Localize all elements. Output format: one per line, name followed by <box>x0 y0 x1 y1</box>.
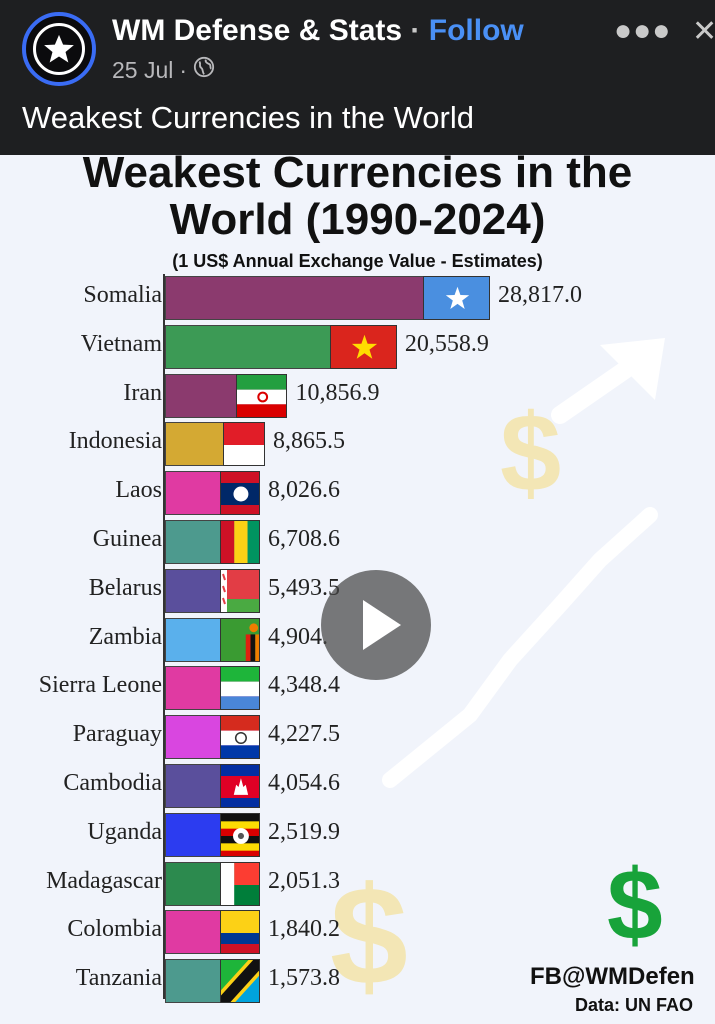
flag-colombia-icon <box>220 910 260 955</box>
page-avatar[interactable] <box>22 12 96 86</box>
value-label: 2,051.3 <box>268 867 340 894</box>
play-button[interactable] <box>321 570 431 680</box>
category-label: Cambodia <box>63 770 162 796</box>
category-label: Belarus <box>88 574 162 601</box>
category-label: Colombia <box>67 916 162 943</box>
value-label: 1,840.2 <box>268 916 340 943</box>
value-label: 1,573.8 <box>268 965 340 992</box>
page-name-link[interactable]: WM Defense & Stats <box>112 14 403 47</box>
flag-paraguay-icon <box>220 715 260 760</box>
flag-uganda-icon <box>220 812 260 857</box>
y-axis-line <box>163 274 165 999</box>
flag-belarus-icon <box>220 568 260 613</box>
chart-title: Weakest Currencies in the World (1990-20… <box>0 155 715 243</box>
post-header: WM Defense & Stats · Follow 25 Jul · ●●●… <box>0 0 715 155</box>
globe-icon <box>193 56 215 84</box>
flag-tanzania-icon <box>220 959 260 1004</box>
value-label: 4,054.6 <box>268 770 340 796</box>
value-label: 4,904. <box>268 623 328 650</box>
flag-guinea-icon <box>220 520 260 564</box>
value-label: 8,865.5 <box>272 428 345 455</box>
chart-subtitle: (1 US$ Annual Exchange Value - Estimates… <box>172 251 543 271</box>
dollar-icon: $ <box>607 849 663 961</box>
category-label: Tanzania <box>75 965 162 992</box>
flag-madagascar-icon <box>220 861 260 906</box>
flag-zambia-icon <box>220 617 260 662</box>
flag-cambodia-icon <box>220 764 260 808</box>
flag-vietnam-icon <box>329 324 397 369</box>
watermark: FB@WMDefen <box>530 963 695 990</box>
close-icon[interactable]: ✕ <box>692 15 715 48</box>
category-label: Iran <box>123 379 162 406</box>
category-label: Zambia <box>88 623 162 650</box>
flag-somalia-icon <box>423 276 490 320</box>
category-label: Vietnam <box>80 330 162 357</box>
category-label: Laos <box>115 477 162 504</box>
flag-indonesia-icon <box>222 422 265 467</box>
flag-sierra-leone-icon <box>220 666 260 711</box>
category-label: Indonesia <box>68 428 162 455</box>
more-options-icon[interactable]: ●●● <box>614 14 672 47</box>
post-caption: Weakest Currencies in the World <box>22 100 474 135</box>
post-date[interactable]: 25 Jul <box>112 56 174 83</box>
category-label: Somalia <box>83 282 162 308</box>
star-icon <box>33 23 85 75</box>
follow-button[interactable]: Follow <box>428 14 524 47</box>
post-meta: 25 Jul · <box>112 56 215 84</box>
category-label: Madagascar <box>46 867 162 894</box>
value-label: 10,856.9 <box>295 379 380 406</box>
value-label: 2,519.9 <box>268 818 340 845</box>
value-label: 6,708.6 <box>268 526 340 552</box>
video-thumbnail[interactable]: $ $ Weakest Currencies in the World (199… <box>0 155 715 1024</box>
flag-iran-icon <box>236 373 288 418</box>
category-label: Paraguay <box>72 721 162 748</box>
value-label: 20,558.9 <box>404 330 489 357</box>
background-graphic <box>382 338 665 788</box>
chart-title-line2: World (1990-2024) <box>169 195 546 244</box>
play-icon <box>363 600 401 650</box>
decorative-dollar: $ <box>500 392 562 515</box>
value-label: 8,026.6 <box>268 477 340 504</box>
separator: · <box>410 14 421 47</box>
value-label: 4,227.5 <box>268 721 340 748</box>
category-label: Sierra Leone <box>38 672 162 699</box>
category-label: Guinea <box>92 526 162 552</box>
chart-title-line1: Weakest Currencies in the <box>82 155 633 197</box>
value-label: 4,348.4 <box>268 672 340 699</box>
date-separator: · <box>179 56 188 83</box>
category-label: Uganda <box>87 818 162 845</box>
value-label: 28,817.0 <box>498 282 582 308</box>
decorative-dollar: $ <box>330 857 408 1014</box>
data-source: Data: UN FAO <box>575 995 694 1015</box>
page-name-row: WM Defense & Stats · Follow <box>112 14 524 48</box>
flag-laos-icon <box>220 471 260 516</box>
